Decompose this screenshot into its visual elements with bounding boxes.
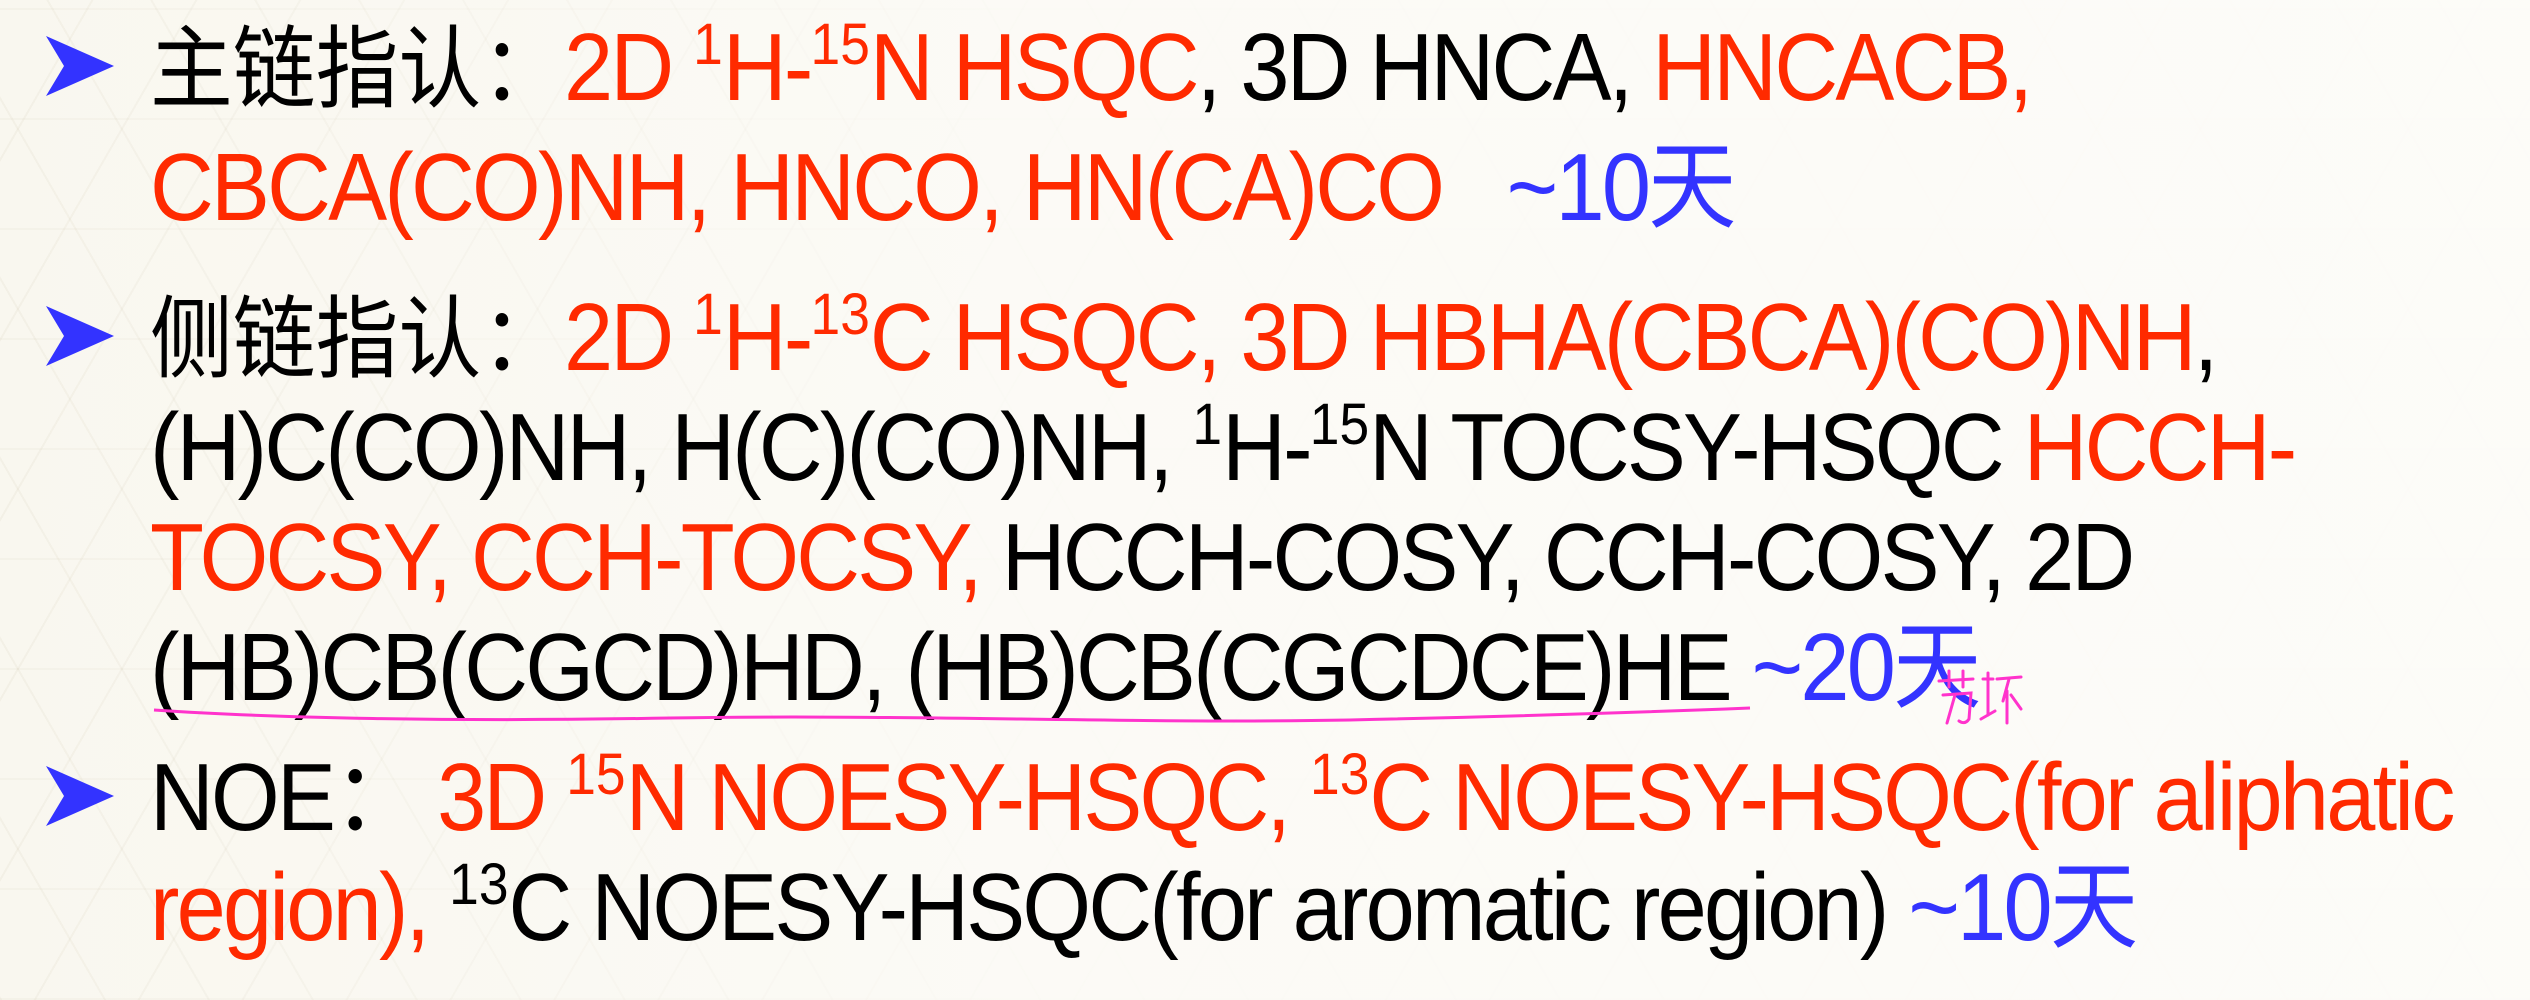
cosy-text: HCCH-COSY, CCH-COSY, 2D <box>979 504 2135 611</box>
bullet-2-line-2: (H)C(CO)NH, H(C)(CO)NH, 1H-15N TOCSY-HSQ… <box>150 392 2298 501</box>
handwritten-underline <box>153 706 1751 723</box>
backbone-duration: ~10天 <box>1506 134 1737 241</box>
arrowhead-bullet-icon <box>46 766 114 826</box>
bullet-2-label: 侧链指认： <box>150 287 564 392</box>
hncacb-text: HNCACB, <box>1652 14 2033 121</box>
tocsy-text: TOCSY, CCH-TOCSY, <box>150 504 983 611</box>
region-text: region), <box>150 854 430 961</box>
aromatic-experiments-text: (HB)CB(CGCD)HD, (HB)CB(CGCDCE)HE <box>150 614 1752 721</box>
backbone-experiments-text: CBCA(CO)NH, HNCO, HN(CA)CO <box>150 134 1445 241</box>
bullet-3-label: NOE： <box>150 744 421 851</box>
bullet-1-line-2: CBCA(CO)NH, HNCO, HN(CA)CO ~10天 <box>150 134 1737 241</box>
bullet-3-line-2: region), 13C NOESY-HSQC(for aromatic reg… <box>150 852 2138 961</box>
sidechain-experiments-text: 2D 1H-13C HSQC, 3D HBHA(CBCA)(CO)NH <box>564 282 2197 391</box>
tocsy-hsqc-text: (H)C(CO)NH, H(C)(CO)NH, 1H-15N TOCSY-HSQ… <box>150 392 2024 501</box>
bullet-1-label: 主链指认： <box>150 17 564 122</box>
bullet-3-line-1: NOE： 3D 15N NOESY-HSQC, 13C NOESY-HSQC(fo… <box>150 742 2455 851</box>
sidechain-duration: ~20天 <box>1751 614 1982 721</box>
noesy-experiments-text: 3D 15N NOESY-HSQC, 13C NOESY-HSQC(for al… <box>437 742 2455 851</box>
handwritten-annotation-glyphs <box>1937 669 2023 725</box>
hsqc-2d-text: 2D 1H-15N HSQC <box>564 12 1200 121</box>
arrowhead-bullet-icon <box>46 36 114 96</box>
hnca-text: , 3D HNCA, <box>1196 14 1653 121</box>
hcch-text: HCCH- <box>2023 394 2298 501</box>
bullet-2-line-1: 侧链指认：2D 1H-13C HSQC, 3D HBHA(CBCA)(CO)NH… <box>150 282 2218 392</box>
bullet-1-line-1: 主链指认：2D 1H-15N HSQC, 3D HNCA, HNCACB, <box>150 12 2033 122</box>
noe-duration: ~10天 <box>1908 854 2138 961</box>
handwritten-annotation <box>1935 665 2025 740</box>
aromatic-noesy-text: 13C NOESY-HSQC(for aromatic region) <box>449 852 1909 961</box>
arrowhead-bullet-icon <box>46 306 114 366</box>
bullet-2-line-4: (HB)CB(CGCD)HD, (HB)CB(CGCDCE)HE ~20天 <box>150 614 1982 721</box>
bullet-2-line-3: TOCSY, CCH-TOCSY, HCCH-COSY, CCH-COSY, 2… <box>150 504 2135 611</box>
